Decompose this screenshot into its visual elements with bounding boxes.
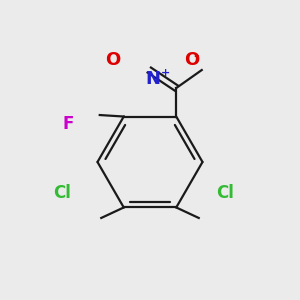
Text: Cl: Cl	[52, 184, 70, 202]
Text: -: -	[193, 50, 199, 63]
Text: Cl: Cl	[216, 184, 234, 202]
Text: O: O	[105, 51, 120, 69]
Text: O: O	[184, 51, 200, 69]
Text: +: +	[160, 68, 170, 79]
Text: N: N	[146, 70, 160, 88]
Text: F: F	[62, 115, 74, 133]
